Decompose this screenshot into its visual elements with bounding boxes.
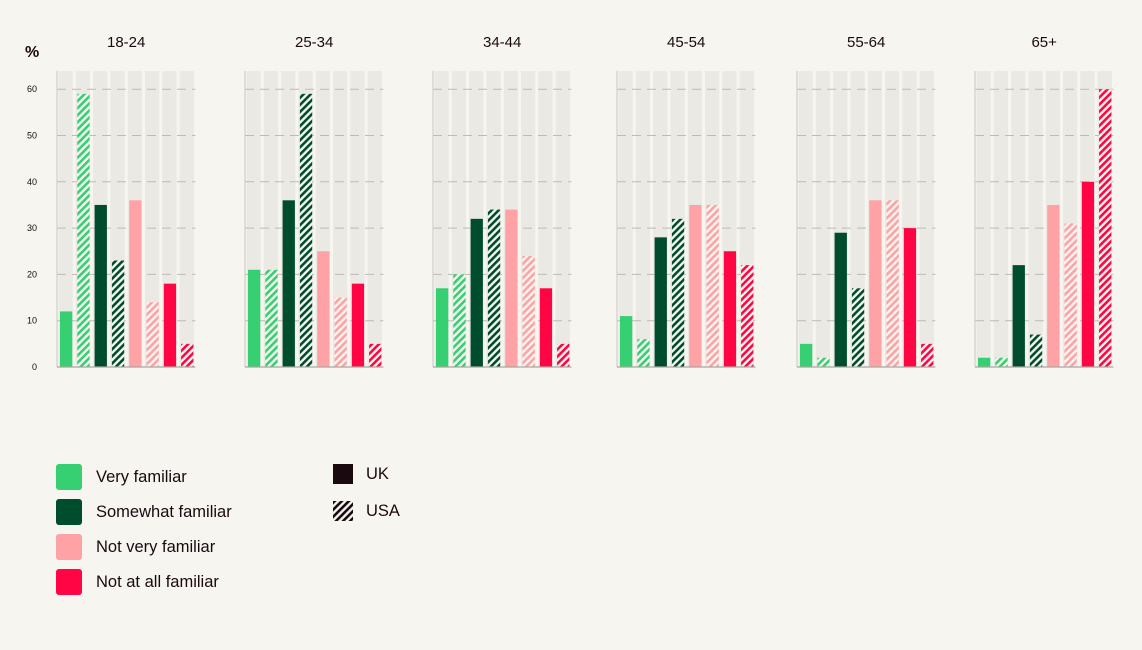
panel-title: 55-64: [847, 34, 885, 51]
bar-slot: [635, 71, 651, 368]
bar-not-at-all-familiar-usa: [1099, 89, 1112, 367]
bar-very-familiar-uk: [248, 269, 261, 367]
bar-slot: [798, 71, 813, 368]
bar-not-at-all-familiar-usa: [741, 265, 754, 367]
panel-title: 45-54: [667, 34, 705, 51]
panel-title: 25-34: [295, 34, 333, 51]
panel-title: 34-44: [483, 34, 521, 51]
bar-somewhat-familiar-usa: [851, 288, 865, 367]
bar-not-very-familiar-uk: [505, 209, 518, 367]
panel-45-54: 45-54: [616, 34, 756, 368]
bar-somewhat-familiar-usa: [1029, 334, 1043, 367]
bar-very-familiar-usa: [995, 357, 1008, 367]
bar-not-very-familiar-uk: [1047, 204, 1060, 367]
y-tick-label: 30: [27, 223, 37, 233]
bar-somewhat-familiar-usa: [487, 209, 501, 367]
panel-65+: 65+: [974, 34, 1114, 368]
bar-somewhat-familiar-uk: [470, 218, 483, 367]
bar-not-at-all-familiar-uk: [903, 228, 917, 367]
bar-slot: [58, 71, 73, 368]
bar-slot: [1028, 71, 1043, 368]
bar-slot: [919, 71, 934, 368]
bar-slot: [179, 71, 194, 368]
bar-not-very-familiar-uk: [869, 200, 882, 367]
bar-not-at-all-familiar-uk: [539, 288, 553, 367]
bar-slot: [333, 71, 348, 368]
bar-slot: [555, 71, 570, 368]
bar-somewhat-familiar-usa: [299, 93, 313, 367]
bar-not-very-familiar-usa: [706, 204, 719, 367]
y-tick-label: 10: [27, 316, 37, 326]
bar-not-very-familiar-uk: [129, 200, 142, 367]
bar-very-familiar-uk: [60, 311, 73, 367]
panel-18-24: 18-24: [56, 34, 196, 368]
bar-very-familiar-usa: [453, 274, 466, 367]
bar-slot: [145, 71, 160, 368]
bar-not-very-familiar-usa: [146, 302, 159, 367]
panel-34-44: 34-44: [432, 34, 572, 368]
y-tick-label: 60: [27, 84, 37, 94]
bar-not-very-familiar-uk: [689, 204, 702, 367]
bar-very-familiar-uk: [800, 343, 813, 367]
y-tick-label: 20: [27, 269, 37, 279]
bar-very-familiar-usa: [637, 339, 650, 367]
bar-not-very-familiar-uk: [317, 251, 330, 367]
bar-slot: [367, 71, 382, 368]
bar-slot: [993, 71, 1009, 368]
bar-somewhat-familiar-uk: [654, 237, 667, 367]
bar-not-at-all-familiar-uk: [723, 251, 737, 367]
bar-slot: [618, 71, 633, 368]
bar-not-at-all-familiar-usa: [369, 343, 382, 367]
y-tick-label: 40: [27, 177, 37, 187]
bar-not-very-familiar-usa: [1064, 223, 1077, 367]
bar-not-very-familiar-usa: [334, 297, 347, 367]
panel-title: 18-24: [107, 34, 145, 51]
bar-somewhat-familiar-uk: [1012, 265, 1025, 367]
bar-slot: [815, 71, 831, 368]
panel-25-34: 25-34: [244, 34, 384, 368]
bar-somewhat-familiar-uk: [834, 232, 847, 367]
bar-somewhat-familiar-usa: [671, 218, 685, 367]
bar-somewhat-familiar-usa: [111, 260, 125, 367]
bar-very-familiar-usa: [77, 93, 90, 367]
bar-very-familiar-usa: [817, 357, 830, 367]
bar-very-familiar-usa: [265, 269, 278, 367]
bar-not-at-all-familiar-usa: [181, 343, 194, 367]
panel-title: 65+: [1031, 34, 1057, 51]
bar-slot: [976, 71, 991, 368]
bar-very-familiar-uk: [978, 357, 991, 367]
y-axis-unit-label: %: [25, 44, 39, 61]
y-tick-label: 50: [27, 131, 37, 141]
bar-not-very-familiar-usa: [522, 255, 535, 367]
bar-not-at-all-familiar-uk: [351, 283, 365, 367]
y-tick-label: 0: [32, 362, 37, 372]
bar-not-at-all-familiar-uk: [163, 283, 177, 367]
bar-somewhat-familiar-uk: [282, 200, 295, 367]
panel-55-64: 55-64: [796, 34, 936, 368]
bar-not-at-all-familiar-uk: [1081, 181, 1095, 367]
bar-very-familiar-uk: [436, 288, 449, 367]
bar-not-at-all-familiar-usa: [921, 343, 934, 367]
bar-very-familiar-uk: [620, 316, 633, 367]
y-axis-ticks: 0 10 20 30 40 50 60: [27, 84, 37, 372]
chart-panels: 18-24 25-34 34-44 45-54 55-64 65+: [56, 34, 1114, 368]
bar-somewhat-familiar-uk: [94, 204, 107, 367]
bar-not-at-all-familiar-usa: [557, 343, 570, 367]
bar-not-very-familiar-usa: [886, 200, 899, 367]
